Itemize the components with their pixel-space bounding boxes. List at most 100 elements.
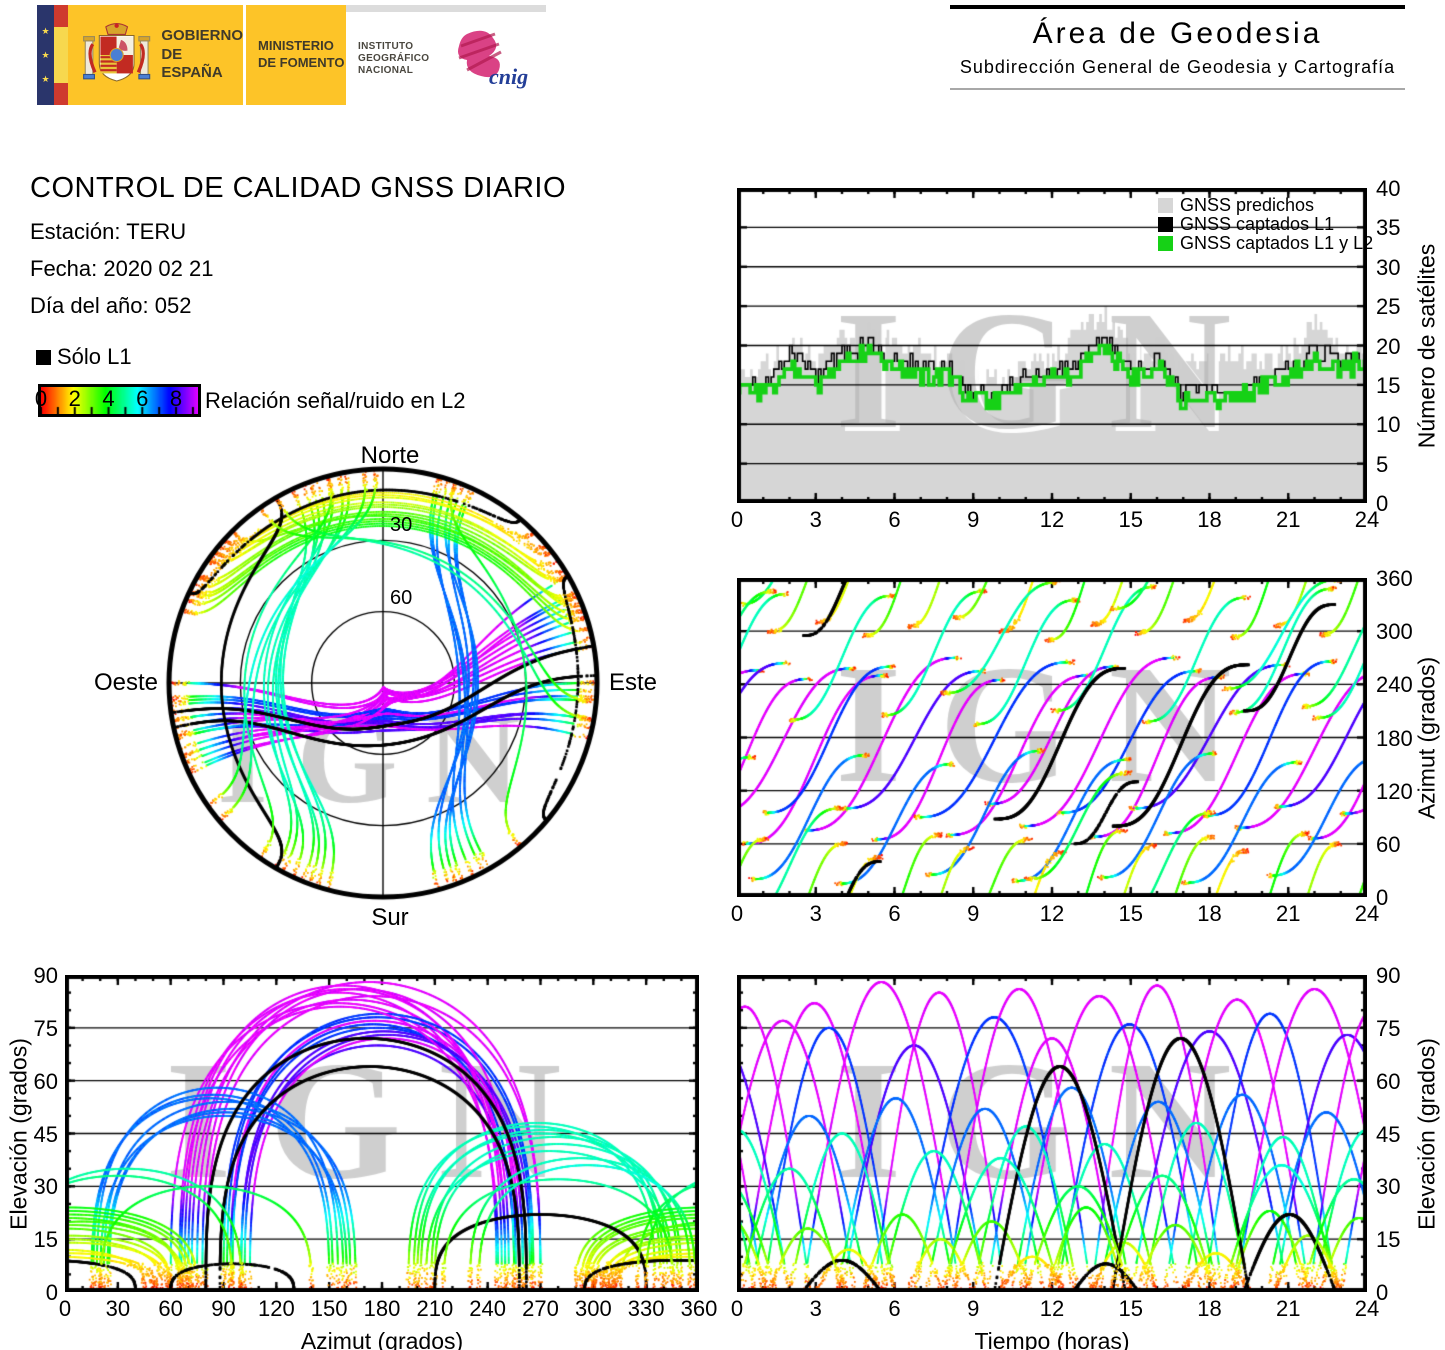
colorbar-tick-label: 4 bbox=[102, 386, 115, 411]
skyplot-ring-30-label: 30 bbox=[390, 514, 413, 536]
institution-banner: ★ ★ ★ bbox=[37, 5, 546, 105]
solo-l1-label: Sólo L1 bbox=[57, 344, 132, 369]
y-tick-label: 0 bbox=[1376, 491, 1389, 516]
date-line: Fecha: 2020 02 21 bbox=[30, 256, 214, 281]
y-tick-label: 0 bbox=[45, 1280, 58, 1305]
y-tick-label: 300 bbox=[1376, 619, 1413, 645]
azimuth-time-chart bbox=[737, 578, 1367, 897]
x-tick-label: 90 bbox=[211, 1296, 236, 1321]
x-tick-label: 21 bbox=[1276, 1296, 1301, 1321]
x-tick-label: 12 bbox=[1039, 901, 1065, 926]
legend-label: GNSS captados L1 y L2 bbox=[1180, 233, 1374, 253]
y-tick-label: 60 bbox=[1376, 1068, 1401, 1094]
x-tick-label: 3 bbox=[809, 1296, 822, 1321]
y-tick-label: 75 bbox=[33, 1015, 58, 1041]
ministerio-block: MINISTERIO DE FOMENTO bbox=[246, 5, 346, 105]
y-axis-title: Número de satélites bbox=[1413, 243, 1440, 448]
report-info: CONTROL DE CALIDAD GNSS DIARIO Estación:… bbox=[30, 172, 566, 330]
colorbar-tick-label: 2 bbox=[68, 386, 81, 411]
skyplot-east-label: Este bbox=[609, 669, 658, 696]
x-tick-label: 60 bbox=[158, 1296, 183, 1321]
y-tick-label: 15 bbox=[1376, 1227, 1401, 1253]
y-axis-title: Elevación (grados) bbox=[5, 1037, 32, 1230]
star-icon: ★ bbox=[41, 73, 50, 84]
colorbar-tick-label: 0 bbox=[34, 386, 48, 411]
instituto-label: INSTITUTO GEOGRÁFICO NACIONAL bbox=[358, 40, 430, 76]
gobierno-block: GOBIERNO DE ESPAÑA bbox=[68, 5, 243, 105]
x-tick-label: 3 bbox=[809, 507, 822, 532]
y-tick-label: 30 bbox=[1376, 1174, 1401, 1200]
instituto-block: INSTITUTO GEOGRÁFICO NACIONAL cnig bbox=[346, 5, 546, 105]
x-tick-label: 24 bbox=[1354, 901, 1380, 926]
spain-flag-strip bbox=[54, 5, 68, 105]
doy-line: Día del año: 052 bbox=[30, 293, 192, 318]
y-tick-label: 240 bbox=[1376, 672, 1413, 698]
solo-l1-legend: Sólo L1 bbox=[36, 344, 132, 370]
y-tick-label: 120 bbox=[1376, 778, 1413, 804]
y-tick-label: 360 bbox=[1376, 566, 1413, 591]
x-tick-label: 0 bbox=[730, 507, 744, 532]
spain-eu-flag: ★ ★ ★ bbox=[37, 5, 68, 105]
x-tick-label: 12 bbox=[1039, 507, 1065, 532]
y-tick-label: 0 bbox=[1376, 1280, 1389, 1305]
eu-stars-strip: ★ ★ ★ bbox=[37, 5, 54, 105]
gobierno-label: GOBIERNO DE ESPAÑA bbox=[161, 26, 243, 82]
satellites-chart-legend: GNSS predichos GNSS captados L1 GNSS cap… bbox=[1158, 195, 1374, 253]
skyplot-south-label: Sur bbox=[371, 904, 409, 931]
x-tick-label: 150 bbox=[310, 1296, 348, 1321]
x-tick-label: 0 bbox=[730, 1296, 744, 1321]
y-tick-label: 35 bbox=[1376, 215, 1401, 241]
x-tick-label: 21 bbox=[1276, 507, 1301, 532]
star-icon: ★ bbox=[41, 49, 50, 60]
x-tick-label: 330 bbox=[627, 1296, 665, 1321]
y-tick-label: 40 bbox=[1376, 176, 1401, 201]
y-tick-label: 15 bbox=[33, 1227, 58, 1253]
x-tick-label: 18 bbox=[1197, 1296, 1222, 1321]
x-tick-label: 9 bbox=[967, 1296, 980, 1321]
x-tick-label: 210 bbox=[416, 1296, 454, 1321]
y-axis-title: Azimut (grados) bbox=[1413, 656, 1440, 819]
y-tick-label: 90 bbox=[1376, 963, 1401, 988]
y-tick-label: 45 bbox=[1376, 1121, 1401, 1147]
x-tick-label: 15 bbox=[1118, 901, 1143, 926]
legend-row: GNSS captados L1 y L2 bbox=[1158, 233, 1374, 253]
area-geodesia-header: Área de Geodesia Subdirección General de… bbox=[950, 5, 1405, 90]
y-tick-label: 180 bbox=[1376, 725, 1413, 751]
y-tick-label: 90 bbox=[33, 963, 58, 988]
legend-label: GNSS predichos bbox=[1180, 195, 1315, 215]
x-tick-label: 180 bbox=[363, 1296, 401, 1321]
legend-label: GNSS captados L1 bbox=[1180, 214, 1335, 234]
x-tick-label: 6 bbox=[888, 507, 901, 532]
svg-text:cnig: cnig bbox=[489, 64, 528, 89]
elevation-azimuth-chart bbox=[65, 975, 699, 1292]
area-title: Área de Geodesia bbox=[1032, 17, 1323, 50]
y-tick-label: 45 bbox=[33, 1121, 58, 1147]
x-tick-label: 15 bbox=[1118, 1296, 1143, 1321]
star-icon: ★ bbox=[41, 25, 50, 36]
y-axis-title: Elevación (grados) bbox=[1413, 1037, 1440, 1230]
spain-coat-of-arms-icon bbox=[83, 23, 151, 82]
ministerio-label: MINISTERIO DE FOMENTO bbox=[258, 38, 345, 70]
colorbar-tick-label: 6 bbox=[136, 386, 149, 411]
skyplot-ring-60-label: 60 bbox=[390, 587, 413, 609]
y-tick-label: 30 bbox=[33, 1174, 58, 1200]
x-axis-title: Azimut (grados) bbox=[300, 1328, 464, 1350]
x-tick-label: 24 bbox=[1354, 507, 1380, 532]
x-tick-label: 21 bbox=[1276, 901, 1301, 926]
black-square-icon bbox=[36, 349, 51, 365]
x-tick-label: 9 bbox=[967, 901, 980, 926]
x-tick-label: 24 bbox=[1354, 1296, 1380, 1321]
x-tick-label: 270 bbox=[522, 1296, 559, 1321]
x-tick-label: 300 bbox=[574, 1296, 612, 1321]
x-tick-label: 0 bbox=[58, 1296, 72, 1321]
gray-square-icon bbox=[1158, 198, 1173, 213]
station-line: Estación: TERU bbox=[30, 219, 187, 244]
snr-colorbar-canvas bbox=[38, 384, 201, 417]
skyplot-west-label: Oeste bbox=[93, 669, 158, 696]
x-tick-label: 360 bbox=[680, 1296, 718, 1321]
y-tick-label: 5 bbox=[1376, 451, 1389, 477]
y-tick-label: 0 bbox=[1376, 885, 1389, 910]
black-square-icon bbox=[1158, 217, 1173, 232]
x-tick-label: 18 bbox=[1197, 901, 1222, 926]
